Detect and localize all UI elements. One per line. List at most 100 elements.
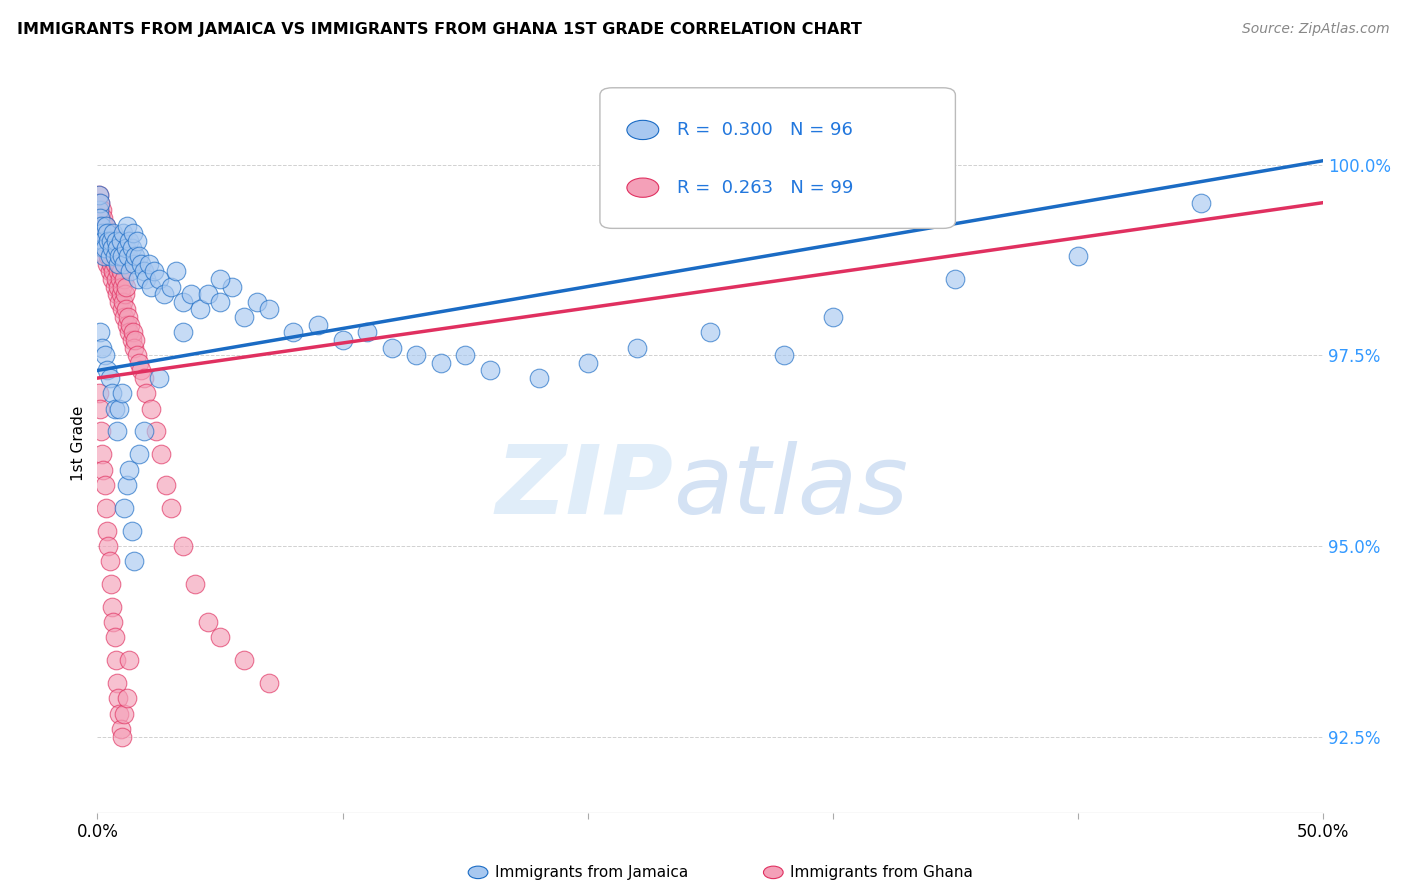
Point bbox=[96, 524, 118, 538]
Point bbox=[96, 226, 118, 240]
Point bbox=[150, 447, 173, 461]
Point bbox=[89, 401, 111, 416]
Point bbox=[90, 226, 112, 240]
Point bbox=[122, 226, 145, 240]
Point bbox=[91, 234, 114, 248]
Point bbox=[221, 279, 243, 293]
Point bbox=[405, 348, 427, 362]
Point bbox=[112, 500, 135, 515]
Point bbox=[117, 249, 139, 263]
Point bbox=[94, 219, 117, 233]
Point bbox=[152, 287, 174, 301]
Y-axis label: 1st Grade: 1st Grade bbox=[72, 405, 86, 481]
Point bbox=[110, 264, 132, 278]
Point bbox=[105, 242, 128, 256]
Point bbox=[114, 242, 136, 256]
Point bbox=[478, 363, 501, 377]
Point bbox=[87, 195, 110, 210]
Point bbox=[100, 257, 122, 271]
Point bbox=[103, 631, 125, 645]
Point bbox=[93, 463, 115, 477]
Point bbox=[105, 249, 128, 263]
Point bbox=[89, 195, 111, 210]
Point bbox=[128, 447, 150, 461]
Point bbox=[117, 310, 139, 324]
Point bbox=[89, 326, 111, 340]
Point bbox=[94, 500, 117, 515]
Point bbox=[101, 249, 124, 263]
Point bbox=[115, 478, 138, 492]
Point bbox=[107, 257, 129, 271]
Point bbox=[132, 264, 155, 278]
Point bbox=[107, 691, 129, 706]
Point bbox=[257, 676, 280, 690]
Point bbox=[380, 341, 402, 355]
Point bbox=[124, 249, 146, 263]
Point bbox=[93, 242, 115, 256]
Point bbox=[132, 425, 155, 439]
Point bbox=[772, 348, 794, 362]
Point bbox=[93, 234, 115, 248]
Circle shape bbox=[627, 178, 659, 197]
Point bbox=[127, 272, 149, 286]
Point bbox=[101, 386, 124, 401]
Point bbox=[91, 211, 114, 225]
Point bbox=[96, 257, 118, 271]
Point bbox=[141, 279, 163, 293]
Point bbox=[101, 599, 124, 614]
Point bbox=[118, 234, 141, 248]
Point bbox=[93, 219, 115, 233]
Point bbox=[104, 653, 127, 667]
Point bbox=[91, 226, 114, 240]
Point bbox=[160, 279, 183, 293]
Point bbox=[98, 242, 121, 256]
Point bbox=[115, 691, 138, 706]
Point bbox=[699, 326, 721, 340]
Point bbox=[90, 425, 112, 439]
Text: ZIP: ZIP bbox=[495, 441, 673, 533]
Point bbox=[821, 310, 844, 324]
Point bbox=[332, 333, 354, 347]
Point bbox=[945, 272, 967, 286]
Point bbox=[111, 386, 134, 401]
Point bbox=[91, 341, 114, 355]
Point bbox=[103, 615, 125, 630]
Point bbox=[138, 257, 160, 271]
Point bbox=[89, 203, 111, 218]
Point bbox=[89, 188, 111, 202]
Point bbox=[101, 272, 124, 286]
Point bbox=[98, 249, 121, 263]
Point bbox=[107, 279, 129, 293]
Point bbox=[155, 478, 177, 492]
Point bbox=[114, 287, 136, 301]
Point bbox=[429, 356, 451, 370]
Point bbox=[527, 371, 550, 385]
Point bbox=[87, 386, 110, 401]
Point bbox=[91, 226, 114, 240]
Point bbox=[90, 234, 112, 248]
Point bbox=[283, 326, 305, 340]
Point bbox=[112, 257, 135, 271]
Point bbox=[148, 371, 170, 385]
Point bbox=[307, 318, 329, 332]
Point bbox=[90, 203, 112, 218]
Point bbox=[91, 447, 114, 461]
Circle shape bbox=[627, 120, 659, 139]
Point bbox=[97, 234, 120, 248]
Point bbox=[108, 706, 131, 721]
Point bbox=[98, 371, 121, 385]
Point bbox=[118, 653, 141, 667]
Point bbox=[626, 341, 648, 355]
Point bbox=[122, 554, 145, 568]
Point bbox=[179, 287, 201, 301]
Point bbox=[184, 577, 207, 591]
Point bbox=[97, 234, 120, 248]
Point bbox=[141, 401, 163, 416]
Point bbox=[246, 294, 269, 309]
Point bbox=[135, 386, 157, 401]
Text: IMMIGRANTS FROM JAMAICA VS IMMIGRANTS FROM GHANA 1ST GRADE CORRELATION CHART: IMMIGRANTS FROM JAMAICA VS IMMIGRANTS FR… bbox=[17, 22, 862, 37]
Point bbox=[100, 234, 122, 248]
Text: atlas: atlas bbox=[673, 441, 908, 533]
Text: R =  0.263   N = 99: R = 0.263 N = 99 bbox=[678, 178, 853, 196]
Point bbox=[111, 730, 134, 744]
